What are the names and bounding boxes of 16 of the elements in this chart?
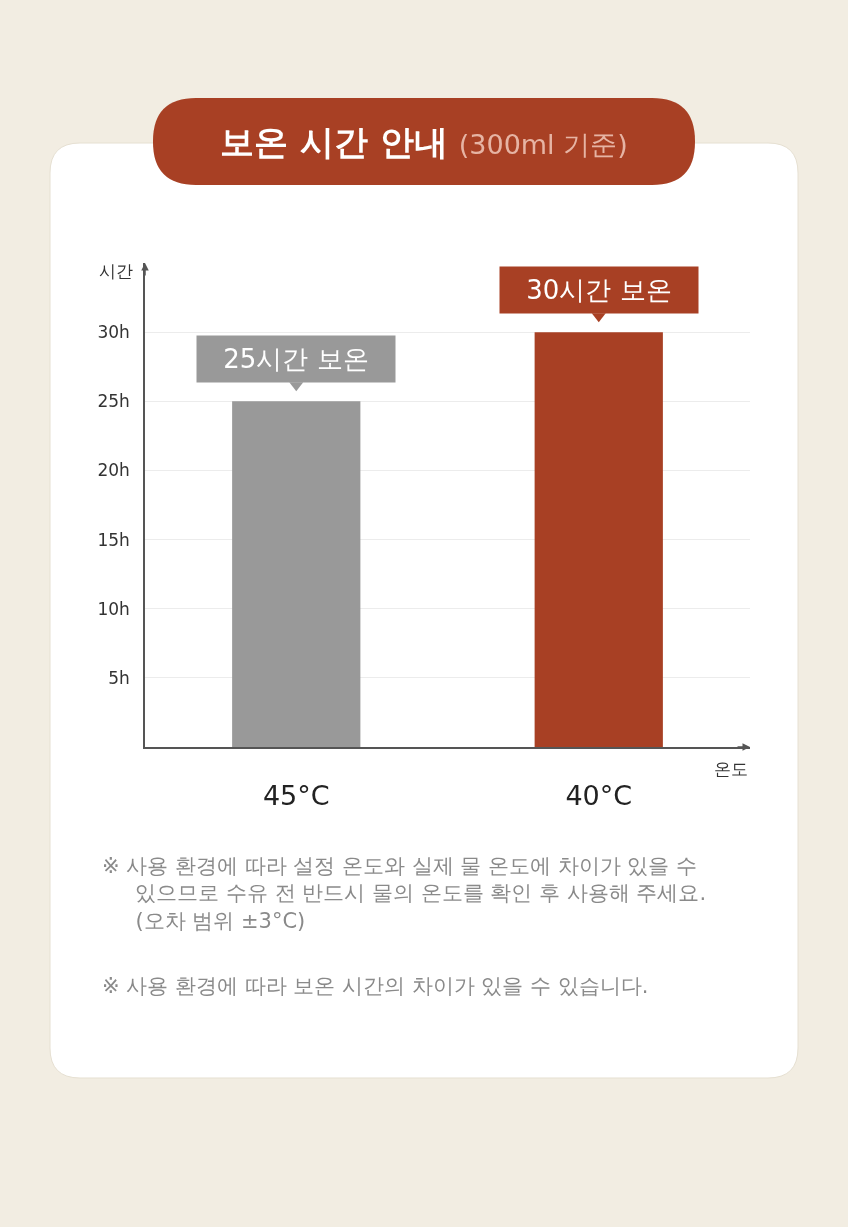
- x-axis-title: 온도: [714, 759, 748, 779]
- y-tick-label: 15h: [97, 529, 130, 550]
- y-tick-label: 20h: [97, 460, 130, 481]
- x-tick-label: 40°C: [565, 780, 633, 812]
- text: ※ 사용 환경에 따라 보온 시간의 차이가 있을 수 있습니다.: [102, 974, 649, 998]
- chart-title: 보온 시간 안내: [220, 121, 448, 162]
- chart-subtitle: (300ml 기준): [458, 128, 628, 160]
- y-axis-title: 시간: [99, 261, 133, 281]
- text: ※ 사용 환경에 따라 설정 온도와 실제 물 온도에 차이가 있을 수 있으므로 수유 전 반드시 물의 온도를 확인 후 사용해 주세요. (오차 범위 ±3°C): [102, 854, 707, 933]
- data-label: 30시간 보온: [526, 275, 672, 305]
- x-tick-label: 45°C: [262, 780, 330, 812]
- data-label: 25시간 보온: [223, 344, 369, 374]
- y-tick-label: 5h: [108, 667, 130, 688]
- y-tick-label: 10h: [97, 598, 130, 619]
- y-tick-label: 30h: [97, 322, 130, 343]
- y-tick-label: 25h: [97, 391, 130, 412]
